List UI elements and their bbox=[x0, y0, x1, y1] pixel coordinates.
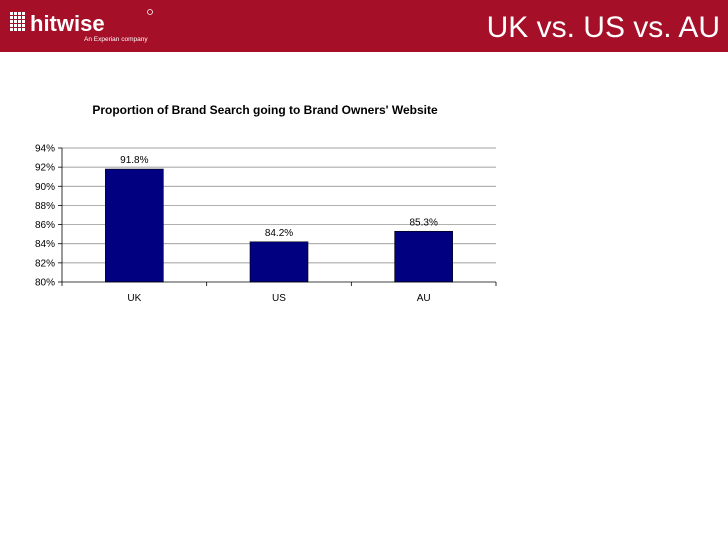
x-tick-label: US bbox=[272, 293, 286, 304]
hitwise-logo: hitwise An Experian company bbox=[10, 9, 153, 43]
bar bbox=[394, 230, 453, 283]
bar bbox=[249, 241, 309, 283]
data-label: 84.2% bbox=[265, 228, 293, 239]
x-tick-label: UK bbox=[127, 293, 141, 304]
header-bar: hitwise An Experian company UK vs. US vs… bbox=[0, 0, 728, 52]
y-tick-label: 86% bbox=[35, 220, 55, 231]
bars: 91.8% 84.2% 85.3% bbox=[105, 155, 453, 283]
logo-wordmark: hitwise bbox=[30, 11, 105, 36]
logo-grid-icon bbox=[10, 12, 25, 31]
chart-title: Proportion of Brand Search going to Bran… bbox=[92, 103, 438, 117]
data-label: 85.3% bbox=[409, 217, 437, 228]
y-axis: 80% 82% 84% 86% 88% 90% 92% 94% bbox=[35, 144, 63, 289]
registered-mark-icon bbox=[147, 9, 153, 15]
logo-tagline: An Experian company bbox=[84, 36, 148, 43]
slide-title: UK vs. US vs. AU bbox=[486, 11, 720, 44]
y-tick-label: 80% bbox=[35, 278, 55, 289]
x-axis: UK US AU bbox=[61, 281, 497, 304]
y-tick-label: 92% bbox=[35, 163, 55, 174]
y-tick-label: 84% bbox=[35, 239, 55, 250]
bar bbox=[105, 168, 164, 283]
y-tick-label: 90% bbox=[35, 182, 55, 193]
y-tick-label: 82% bbox=[35, 258, 55, 269]
y-tick-label: 88% bbox=[35, 201, 55, 212]
bar-chart: Proportion of Brand Search going to Bran… bbox=[35, 103, 497, 304]
y-tick-label: 94% bbox=[35, 144, 55, 155]
x-tick-label: AU bbox=[417, 293, 431, 304]
data-label: 91.8% bbox=[120, 155, 148, 166]
